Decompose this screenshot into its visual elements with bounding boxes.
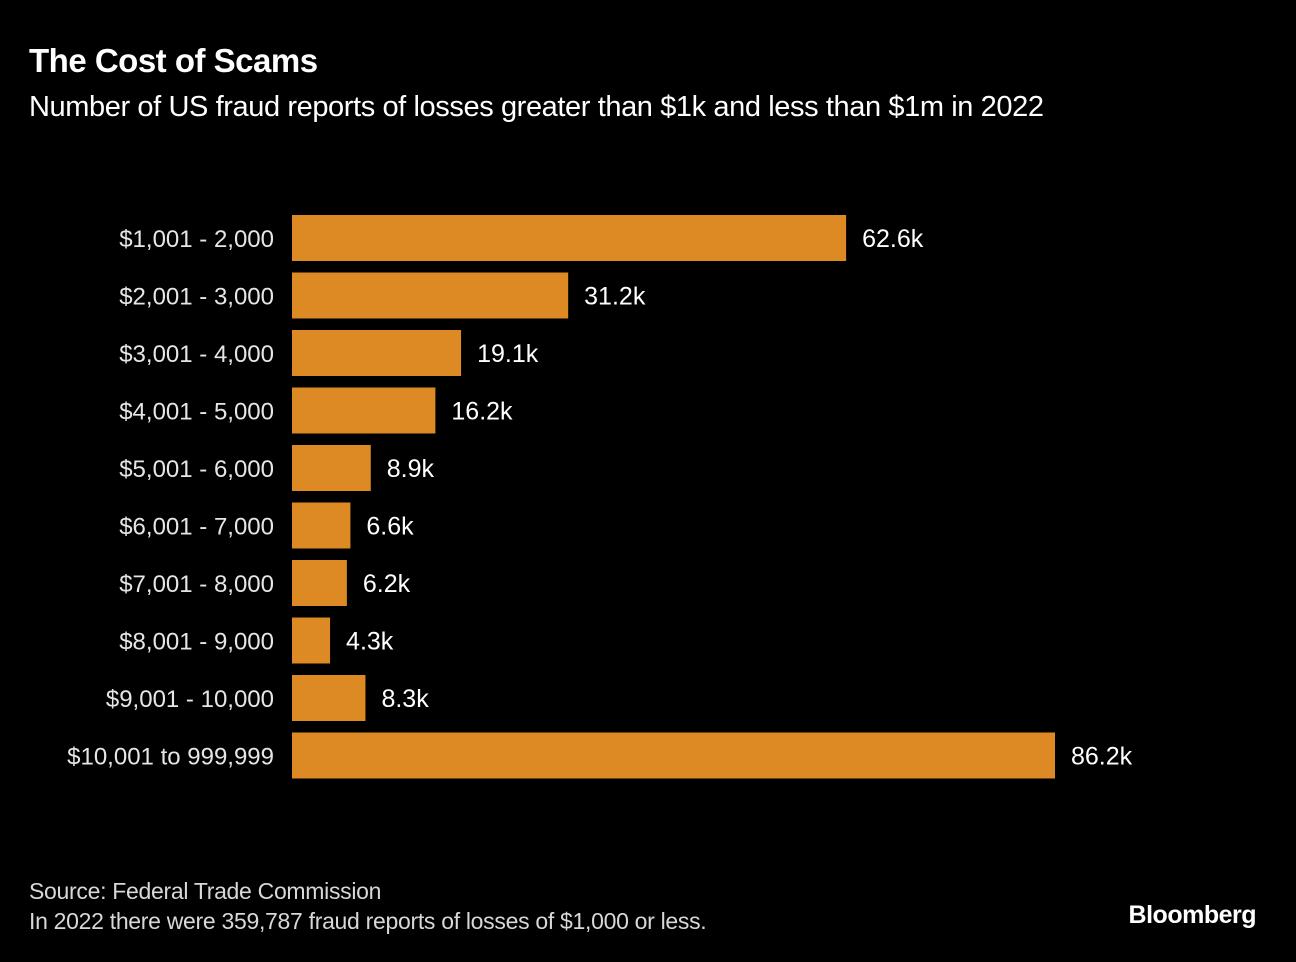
data-label: 16.2k: [451, 398, 513, 426]
category-label: $5,001 - 6,000: [119, 456, 274, 483]
bar: [292, 215, 847, 261]
category-label: $1,001 - 2,000: [119, 226, 274, 253]
bar: [292, 502, 351, 549]
chart-subtitle: Number of US fraud reports of losses gre…: [29, 91, 1044, 123]
bar: [292, 617, 331, 664]
data-label: 6.2k: [363, 570, 411, 598]
bar: [292, 675, 366, 721]
category-label: $3,001 - 4,000: [119, 341, 274, 368]
data-label: 8.9k: [387, 455, 435, 483]
data-label: 31.2k: [584, 283, 646, 311]
bar: [292, 387, 436, 434]
category-label: $2,001 - 3,000: [119, 284, 274, 311]
bar: [292, 560, 347, 606]
footnote: In 2022 there were 359,787 fraud reports…: [29, 908, 707, 934]
category-label: $7,001 - 8,000: [119, 571, 274, 598]
bar: [292, 732, 1055, 779]
bar: [292, 272, 569, 319]
category-label: $6,001 - 7,000: [119, 514, 274, 541]
data-label: 62.6k: [862, 225, 924, 253]
bar: [292, 330, 462, 376]
data-label: 8.3k: [381, 685, 429, 713]
source-note: Source: Federal Trade Commission: [29, 878, 382, 904]
data-label: 4.3k: [346, 628, 394, 656]
category-label: $4,001 - 5,000: [119, 399, 274, 426]
chart-title: The Cost of Scams: [29, 42, 318, 79]
data-label: 19.1k: [477, 340, 539, 368]
bloomberg-logo: Bloomberg: [1128, 901, 1257, 929]
category-label: $10,001 to 999,999: [67, 744, 274, 771]
data-label: 6.6k: [366, 513, 414, 541]
bar: [292, 445, 371, 491]
category-label: $8,001 - 9,000: [119, 629, 274, 656]
data-label: 86.2k: [1071, 743, 1133, 771]
category-label: $9,001 - 10,000: [106, 686, 274, 713]
